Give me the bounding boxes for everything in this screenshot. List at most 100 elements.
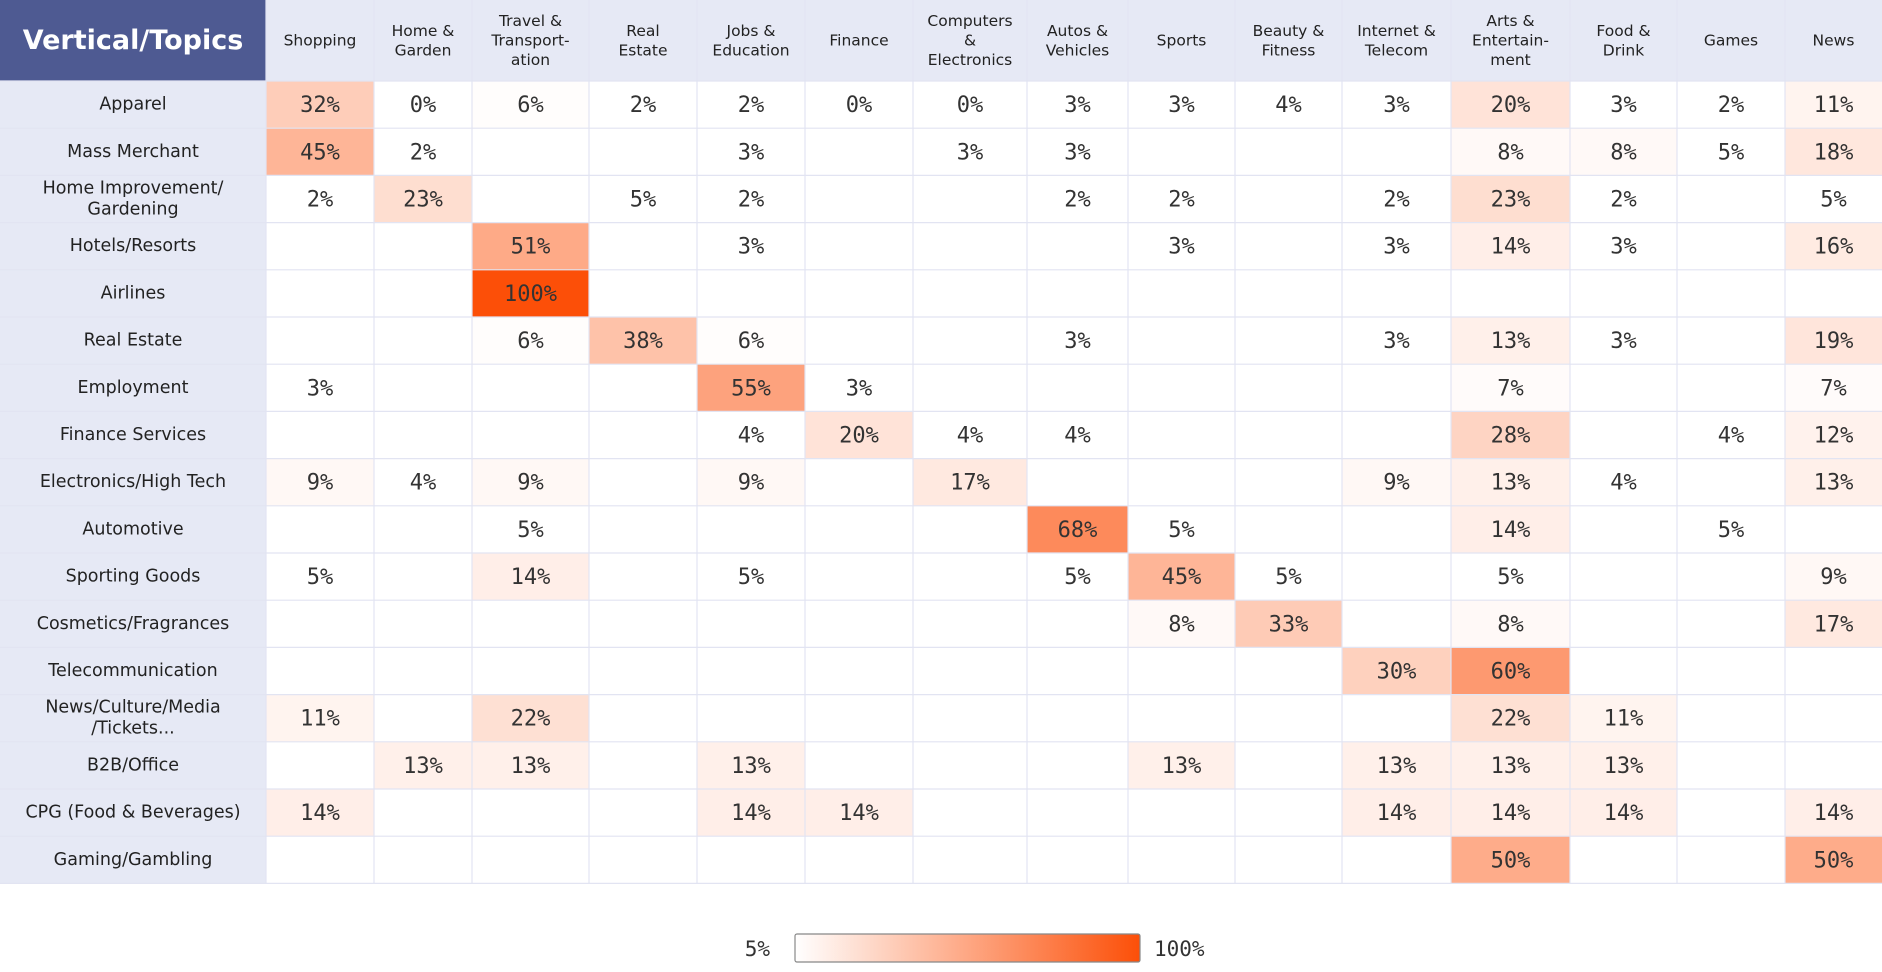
heatmap-cell	[472, 553, 589, 601]
heatmap-cell	[1451, 694, 1570, 742]
heatmap-cell	[472, 269, 589, 317]
heatmap-cell	[472, 741, 589, 789]
row-label: Telecommunication	[47, 661, 217, 681]
cell-value-label: 5%	[1718, 518, 1745, 543]
cell-value-label: 3%	[1064, 140, 1091, 165]
heatmap-cell	[1451, 128, 1570, 176]
cell-value-label: 50%	[1491, 848, 1531, 873]
heatmap-cell	[1785, 81, 1882, 129]
cell-value-label: 5%	[738, 565, 765, 590]
heatmap-cell	[1451, 600, 1570, 648]
cell-value-label: 4%	[1275, 93, 1302, 118]
cell-value-label: 13%	[511, 754, 551, 779]
cell-value-label: 30%	[1377, 660, 1417, 685]
cell-value-label: 68%	[1058, 518, 1098, 543]
heatmap-cell	[1342, 741, 1451, 789]
heatmap-cell	[805, 364, 913, 412]
heatmap-cell	[1342, 647, 1451, 695]
cell-value-label: 4%	[957, 424, 984, 449]
cell-value-label: 3%	[1610, 329, 1637, 354]
column-header: Travel & Transport-ation	[490, 12, 569, 69]
column-header: Shopping	[284, 32, 357, 50]
column-header: Games	[1704, 32, 1758, 50]
cell-value-label: 32%	[300, 93, 340, 118]
heatmap-cell	[472, 458, 589, 506]
heatmap-cell	[1128, 741, 1235, 789]
heatmap-cell	[1128, 222, 1235, 270]
cell-value-label: 3%	[1383, 93, 1410, 118]
row-label: CPG (Food & Beverages)	[25, 803, 240, 823]
heatmap-cell	[1342, 222, 1451, 270]
heatmap-cell	[1451, 317, 1570, 365]
heatmap-cell	[1785, 553, 1882, 601]
cell-value-label: 12%	[1814, 424, 1854, 449]
cell-value-label: 2%	[410, 140, 437, 165]
cell-value-label: 5%	[1718, 140, 1745, 165]
cell-value-label: 9%	[1383, 471, 1410, 496]
cell-value-label: 13%	[1814, 471, 1854, 496]
cell-value-label: 8%	[1497, 612, 1524, 637]
heatmap-cell	[1027, 81, 1128, 129]
heatmap-cell	[1677, 411, 1785, 459]
heatmap-cell	[1027, 553, 1128, 601]
heatmap-cell	[1451, 505, 1570, 553]
row-label: Electronics/High Tech	[40, 472, 226, 492]
heatmap-cell	[1785, 458, 1882, 506]
heatmap-cell	[1785, 175, 1882, 223]
cell-value-label: 11%	[1814, 93, 1854, 118]
cell-value-label: 23%	[1491, 188, 1531, 213]
cell-value-label: 2%	[1383, 188, 1410, 213]
cell-value-label: 13%	[1491, 754, 1531, 779]
heatmap-cell	[1451, 789, 1570, 837]
heatmap-cell	[1785, 789, 1882, 837]
cell-value-label: 5%	[1497, 565, 1524, 590]
cell-value-label: 3%	[1064, 329, 1091, 354]
heatmap-cell	[266, 694, 374, 742]
heatmap-cell	[697, 411, 805, 459]
cell-value-label: 20%	[1491, 93, 1531, 118]
row-label: Real Estate	[84, 331, 183, 351]
cell-value-label: 45%	[1162, 565, 1202, 590]
header-background	[0, 0, 1882, 81]
heatmap-cell	[589, 175, 697, 223]
cell-value-label: 6%	[517, 93, 544, 118]
heatmap-cell	[266, 175, 374, 223]
cell-value-label: 5%	[1275, 565, 1302, 590]
cell-value-label: 2%	[1064, 188, 1091, 213]
cell-value-label: 14%	[1491, 235, 1531, 260]
row-label: Gaming/Gambling	[54, 850, 213, 870]
heatmap-cell	[697, 175, 805, 223]
cell-value-label: 3%	[957, 140, 984, 165]
heatmap-cell	[1027, 505, 1128, 553]
heatmap-cell	[1128, 553, 1235, 601]
cell-value-label: 9%	[738, 471, 765, 496]
cell-value-label: 14%	[839, 801, 879, 826]
heatmap-cell	[1235, 81, 1342, 129]
heatmap-cell	[1128, 81, 1235, 129]
cell-value-label: 45%	[300, 140, 340, 165]
column-header: Internet & Telecom	[1357, 22, 1436, 60]
heatmap-cell	[472, 222, 589, 270]
cell-value-label: 6%	[517, 329, 544, 354]
legend-max-label: 100%	[1154, 937, 1205, 961]
heatmap-cell	[1570, 81, 1677, 129]
heatmap-cell	[1342, 458, 1451, 506]
row-label-background	[0, 81, 266, 884]
cell-value-label: 14%	[1377, 801, 1417, 826]
heatmap-cell	[1027, 175, 1128, 223]
cell-value-label: 3%	[1383, 235, 1410, 260]
row-label: News/Culture/Media/Tickets...	[45, 698, 220, 739]
heatmap-cell	[589, 81, 697, 129]
heatmap-cell	[1342, 317, 1451, 365]
cell-value-label: 13%	[1604, 754, 1644, 779]
cell-value-label: 4%	[1718, 424, 1745, 449]
heatmap-cell	[589, 317, 697, 365]
heatmap-cell	[1570, 694, 1677, 742]
cell-value-label: 18%	[1814, 140, 1854, 165]
heatmap-cell	[1570, 741, 1677, 789]
heatmap-cell	[1451, 553, 1570, 601]
cell-value-label: 3%	[1383, 329, 1410, 354]
heatmap-cell	[1128, 175, 1235, 223]
heatmap-cell	[1570, 128, 1677, 176]
cell-value-label: 23%	[403, 188, 443, 213]
